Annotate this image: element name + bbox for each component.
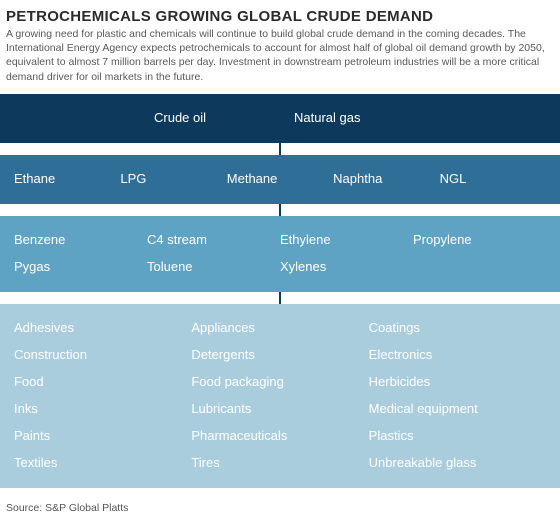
tier-item: Detergents — [191, 341, 368, 368]
tier-item: Unbreakable glass — [369, 449, 546, 476]
tier-item: Benzene — [14, 226, 147, 253]
tier-item: Coatings — [369, 314, 546, 341]
page-title: PETROCHEMICALS GROWING GLOBAL CRUDE DEMA… — [0, 0, 560, 27]
tier-item: Tires — [191, 449, 368, 476]
tier-item: Plastics — [369, 422, 546, 449]
tier-item: Food packaging — [191, 368, 368, 395]
tier-item: Food — [14, 368, 191, 395]
source-attribution: Source: S&P Global Platts — [0, 488, 560, 522]
tier-item: Propylene — [413, 226, 546, 253]
tier-row: Crude oilNatural gas — [14, 104, 546, 131]
tier-item: NGL — [440, 165, 546, 192]
tier-connector — [0, 143, 560, 155]
tier-item: Methane — [227, 165, 333, 192]
tier-item: LPG — [120, 165, 226, 192]
tier-item: Ethylene — [280, 226, 413, 253]
tier-item: Naphtha — [333, 165, 439, 192]
tier-item: Ethane — [14, 165, 120, 192]
tier-item: Textiles — [14, 449, 191, 476]
tier-item: Construction — [14, 341, 191, 368]
tier-row: BenzeneC4 streamEthylenePropylene PygasTo… — [14, 226, 546, 280]
tier-item: Paints — [14, 422, 191, 449]
tier-row: EthaneLPGMethaneNaphthaNGL — [14, 165, 546, 192]
tier-intermediates: BenzeneC4 streamEthylenePropylene PygasTo… — [0, 216, 560, 292]
page-subtitle: A growing need for plastic and chemicals… — [0, 27, 560, 94]
tier-item: Inks — [14, 395, 191, 422]
tier-connector — [0, 292, 560, 304]
tier-item: C4 stream — [147, 226, 280, 253]
tier-item: Adhesives — [14, 314, 191, 341]
infographic-root: PETROCHEMICALS GROWING GLOBAL CRUDE DEMA… — [0, 0, 560, 522]
tier-item: Electronics — [369, 341, 546, 368]
tier-row: AdhesivesAppliancesCoatings ConstructionD… — [14, 314, 546, 476]
tier-item: Xylenes — [280, 253, 413, 280]
diagram: Crude oilNatural gas EthaneLPGMethaneNaph… — [0, 94, 560, 488]
tier-item: Medical equipment — [369, 395, 546, 422]
tier-item: Pygas — [14, 253, 147, 280]
tier-item: Pharmaceuticals — [191, 422, 368, 449]
tier-item: Lubricants — [191, 395, 368, 422]
tier-item: Herbicides — [369, 368, 546, 395]
connector-stem — [279, 143, 281, 155]
tier-connector — [0, 204, 560, 216]
tier-item: Toluene — [147, 253, 280, 280]
connector-stem — [279, 204, 281, 216]
tier-end-uses: AdhesivesAppliancesCoatings ConstructionD… — [0, 304, 560, 488]
tier-feedstock-raw: Crude oilNatural gas — [0, 94, 560, 143]
tier-item: Natural gas — [294, 104, 434, 131]
tier-item: Crude oil — [154, 104, 294, 131]
tier-primary-products: EthaneLPGMethaneNaphthaNGL — [0, 155, 560, 204]
connector-stem — [279, 292, 281, 304]
tier-item: Appliances — [191, 314, 368, 341]
